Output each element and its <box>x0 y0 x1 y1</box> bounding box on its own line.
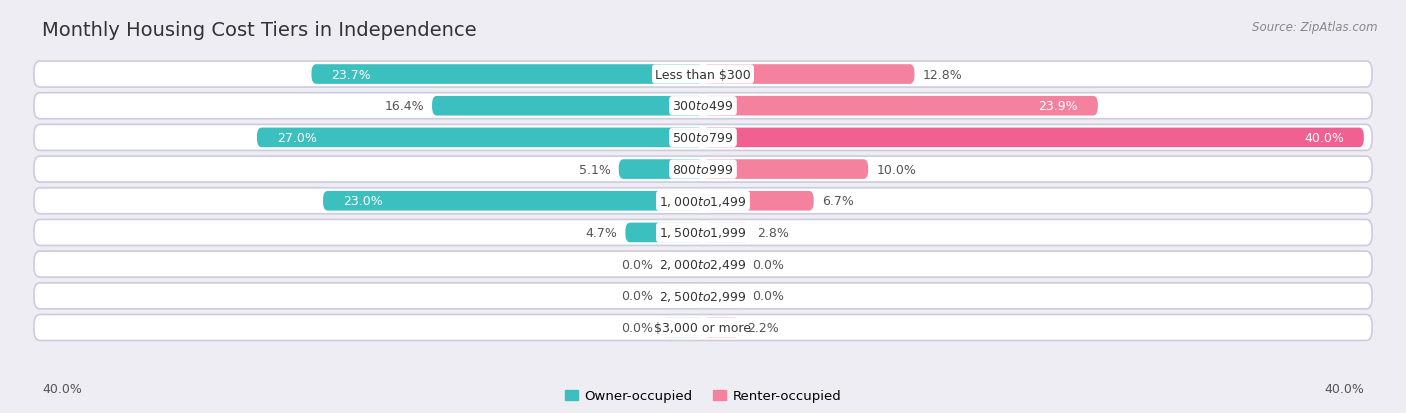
Text: 4.7%: 4.7% <box>585 226 617 240</box>
FancyBboxPatch shape <box>626 223 703 243</box>
Text: $1,000 to $1,499: $1,000 to $1,499 <box>659 194 747 208</box>
FancyBboxPatch shape <box>703 286 744 306</box>
Text: 23.9%: 23.9% <box>1039 100 1078 113</box>
Text: 27.0%: 27.0% <box>277 132 316 145</box>
Text: 0.0%: 0.0% <box>752 258 785 271</box>
FancyBboxPatch shape <box>662 286 703 306</box>
Text: $1,500 to $1,999: $1,500 to $1,999 <box>659 226 747 240</box>
Text: 5.1%: 5.1% <box>579 163 610 176</box>
FancyBboxPatch shape <box>703 65 914 85</box>
FancyBboxPatch shape <box>34 157 1372 183</box>
FancyBboxPatch shape <box>703 192 814 211</box>
Text: 16.4%: 16.4% <box>384 100 423 113</box>
FancyBboxPatch shape <box>703 128 1364 148</box>
Text: 40.0%: 40.0% <box>1324 382 1364 395</box>
FancyBboxPatch shape <box>312 65 703 85</box>
Text: 0.0%: 0.0% <box>752 290 785 303</box>
FancyBboxPatch shape <box>703 255 744 274</box>
Text: $500 to $799: $500 to $799 <box>672 132 734 145</box>
FancyBboxPatch shape <box>34 125 1372 151</box>
Text: 40.0%: 40.0% <box>42 382 82 395</box>
Text: 12.8%: 12.8% <box>922 69 963 81</box>
Text: 40.0%: 40.0% <box>1305 132 1344 145</box>
Text: $2,500 to $2,999: $2,500 to $2,999 <box>659 289 747 303</box>
Text: Less than $300: Less than $300 <box>655 69 751 81</box>
FancyBboxPatch shape <box>34 315 1372 341</box>
Text: Source: ZipAtlas.com: Source: ZipAtlas.com <box>1253 21 1378 33</box>
FancyBboxPatch shape <box>703 318 740 337</box>
FancyBboxPatch shape <box>34 93 1372 119</box>
FancyBboxPatch shape <box>432 97 703 116</box>
FancyBboxPatch shape <box>34 283 1372 309</box>
FancyBboxPatch shape <box>34 252 1372 278</box>
FancyBboxPatch shape <box>703 97 1098 116</box>
Text: 0.0%: 0.0% <box>621 258 654 271</box>
Text: Monthly Housing Cost Tiers in Independence: Monthly Housing Cost Tiers in Independen… <box>42 21 477 40</box>
Text: 6.7%: 6.7% <box>823 195 853 208</box>
FancyBboxPatch shape <box>662 255 703 274</box>
Text: 10.0%: 10.0% <box>876 163 917 176</box>
Text: 2.2%: 2.2% <box>748 321 779 334</box>
FancyBboxPatch shape <box>703 160 868 180</box>
Text: $800 to $999: $800 to $999 <box>672 163 734 176</box>
FancyBboxPatch shape <box>34 62 1372 88</box>
FancyBboxPatch shape <box>34 188 1372 214</box>
FancyBboxPatch shape <box>703 223 749 243</box>
Text: $3,000 or more: $3,000 or more <box>655 321 751 334</box>
Text: 0.0%: 0.0% <box>621 290 654 303</box>
Text: 0.0%: 0.0% <box>621 321 654 334</box>
FancyBboxPatch shape <box>257 128 703 148</box>
Text: $2,000 to $2,499: $2,000 to $2,499 <box>659 257 747 271</box>
FancyBboxPatch shape <box>34 220 1372 246</box>
Text: 23.7%: 23.7% <box>332 69 371 81</box>
FancyBboxPatch shape <box>619 160 703 180</box>
FancyBboxPatch shape <box>662 318 703 337</box>
FancyBboxPatch shape <box>323 192 703 211</box>
Text: 2.8%: 2.8% <box>758 226 789 240</box>
Legend: Owner-occupied, Renter-occupied: Owner-occupied, Renter-occupied <box>565 389 841 402</box>
Text: $300 to $499: $300 to $499 <box>672 100 734 113</box>
Text: 23.0%: 23.0% <box>343 195 382 208</box>
